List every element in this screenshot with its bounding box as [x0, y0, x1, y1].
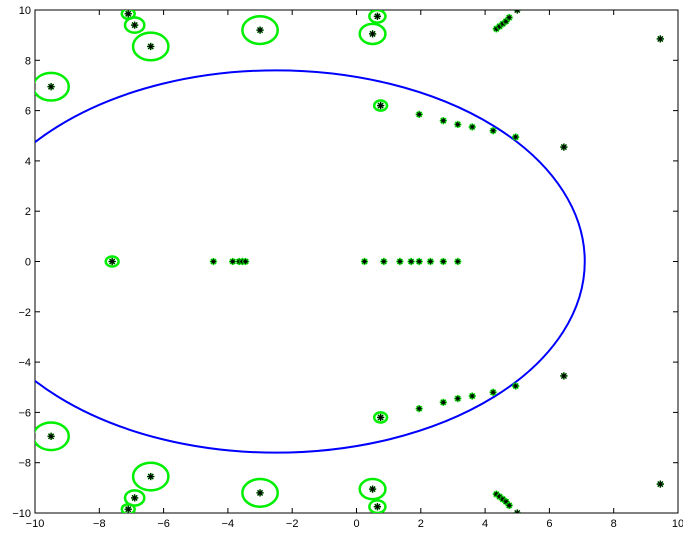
x-tick-label: 10 [672, 518, 683, 530]
x-tick-label: −8 [93, 518, 106, 530]
star-point [373, 12, 381, 20]
y-tick-label: 10 [19, 5, 31, 17]
star-point [560, 372, 568, 380]
green-circle [35, 71, 71, 102]
star-point [490, 389, 496, 395]
y-tick-label: −6 [18, 407, 31, 419]
star-point [656, 35, 664, 43]
green-circle [123, 489, 146, 507]
plot-area [34, 9, 679, 514]
green-circle [104, 255, 120, 268]
y-tick-label: −8 [18, 458, 31, 470]
star-point [131, 494, 139, 502]
star-point [256, 26, 264, 34]
star-point [124, 505, 132, 513]
x-tick-label: −10 [26, 518, 45, 530]
star-point [210, 258, 217, 265]
green-circle [241, 15, 279, 46]
x-tick-label: 0 [353, 518, 359, 530]
star-point [108, 257, 116, 266]
green-circle [35, 421, 71, 452]
star-point [455, 121, 461, 128]
green-circle [368, 10, 387, 24]
y-tick-label: 2 [25, 206, 31, 218]
green-circle [241, 477, 279, 508]
star-point [256, 489, 264, 497]
y-tick-label: 8 [25, 55, 31, 67]
x-tick-label: −6 [157, 518, 170, 530]
star-point [469, 393, 475, 399]
green-circle [372, 99, 389, 112]
star-point [377, 413, 385, 422]
x-tick-label: 2 [418, 518, 424, 530]
star-point [361, 258, 368, 265]
star-point [373, 503, 381, 511]
green-circle [368, 499, 387, 513]
x-tick-label: −2 [286, 518, 299, 530]
y-tick-label: 0 [25, 257, 31, 269]
star-point [455, 258, 461, 265]
y-tick-label: −2 [18, 307, 31, 319]
star-point [147, 472, 155, 481]
star-point [416, 111, 422, 117]
green-circle [123, 16, 146, 34]
green-circle [131, 31, 170, 62]
green-circle [372, 411, 389, 424]
y-tick-label: −10 [12, 508, 31, 520]
star-point [656, 480, 664, 488]
star-point [47, 83, 55, 91]
star-point [124, 10, 132, 18]
star-point [513, 509, 521, 513]
star-point [242, 258, 249, 265]
x-tick-label: −4 [222, 518, 235, 530]
data-layer [35, 10, 664, 513]
blue-ellipse [35, 69, 586, 454]
green-circle [120, 502, 136, 513]
axes: −10 −8 −6 −4 −2 0 2 4 6 8 10 −10 −8 −6 −4 −2 0 2 4 6 8 10 [12, 5, 683, 530]
star-point [440, 258, 446, 265]
star-point [47, 432, 55, 440]
y-tick-label: 4 [25, 156, 31, 168]
green-circle [120, 10, 136, 21]
star-point [397, 258, 403, 265]
star-point [147, 42, 155, 51]
star-point [368, 485, 377, 493]
star-point [513, 10, 521, 14]
star-point [230, 258, 236, 265]
green-circle [131, 461, 170, 492]
star-point [506, 502, 512, 509]
star-point [131, 21, 139, 29]
star-point [381, 258, 387, 265]
star-point [440, 399, 446, 405]
green-circle [358, 477, 387, 501]
star-point [416, 406, 422, 412]
star-point [368, 30, 377, 38]
star-point [490, 128, 496, 134]
x-tick-label: 8 [611, 518, 617, 530]
star-point [427, 258, 434, 265]
star-point [560, 143, 568, 151]
star-point [513, 383, 519, 389]
star-point [469, 124, 475, 130]
x-tick-label: 6 [546, 518, 552, 530]
star-point [440, 118, 446, 124]
star-point [455, 395, 461, 402]
star-point [377, 101, 385, 110]
star-point [416, 258, 422, 265]
y-tick-label: 6 [25, 106, 31, 118]
star-point [408, 258, 414, 265]
x-tick-label: 4 [482, 518, 488, 530]
y-tick-label: −4 [18, 357, 31, 369]
green-circle [358, 22, 387, 46]
star-point [513, 134, 519, 140]
star-point [506, 14, 512, 21]
